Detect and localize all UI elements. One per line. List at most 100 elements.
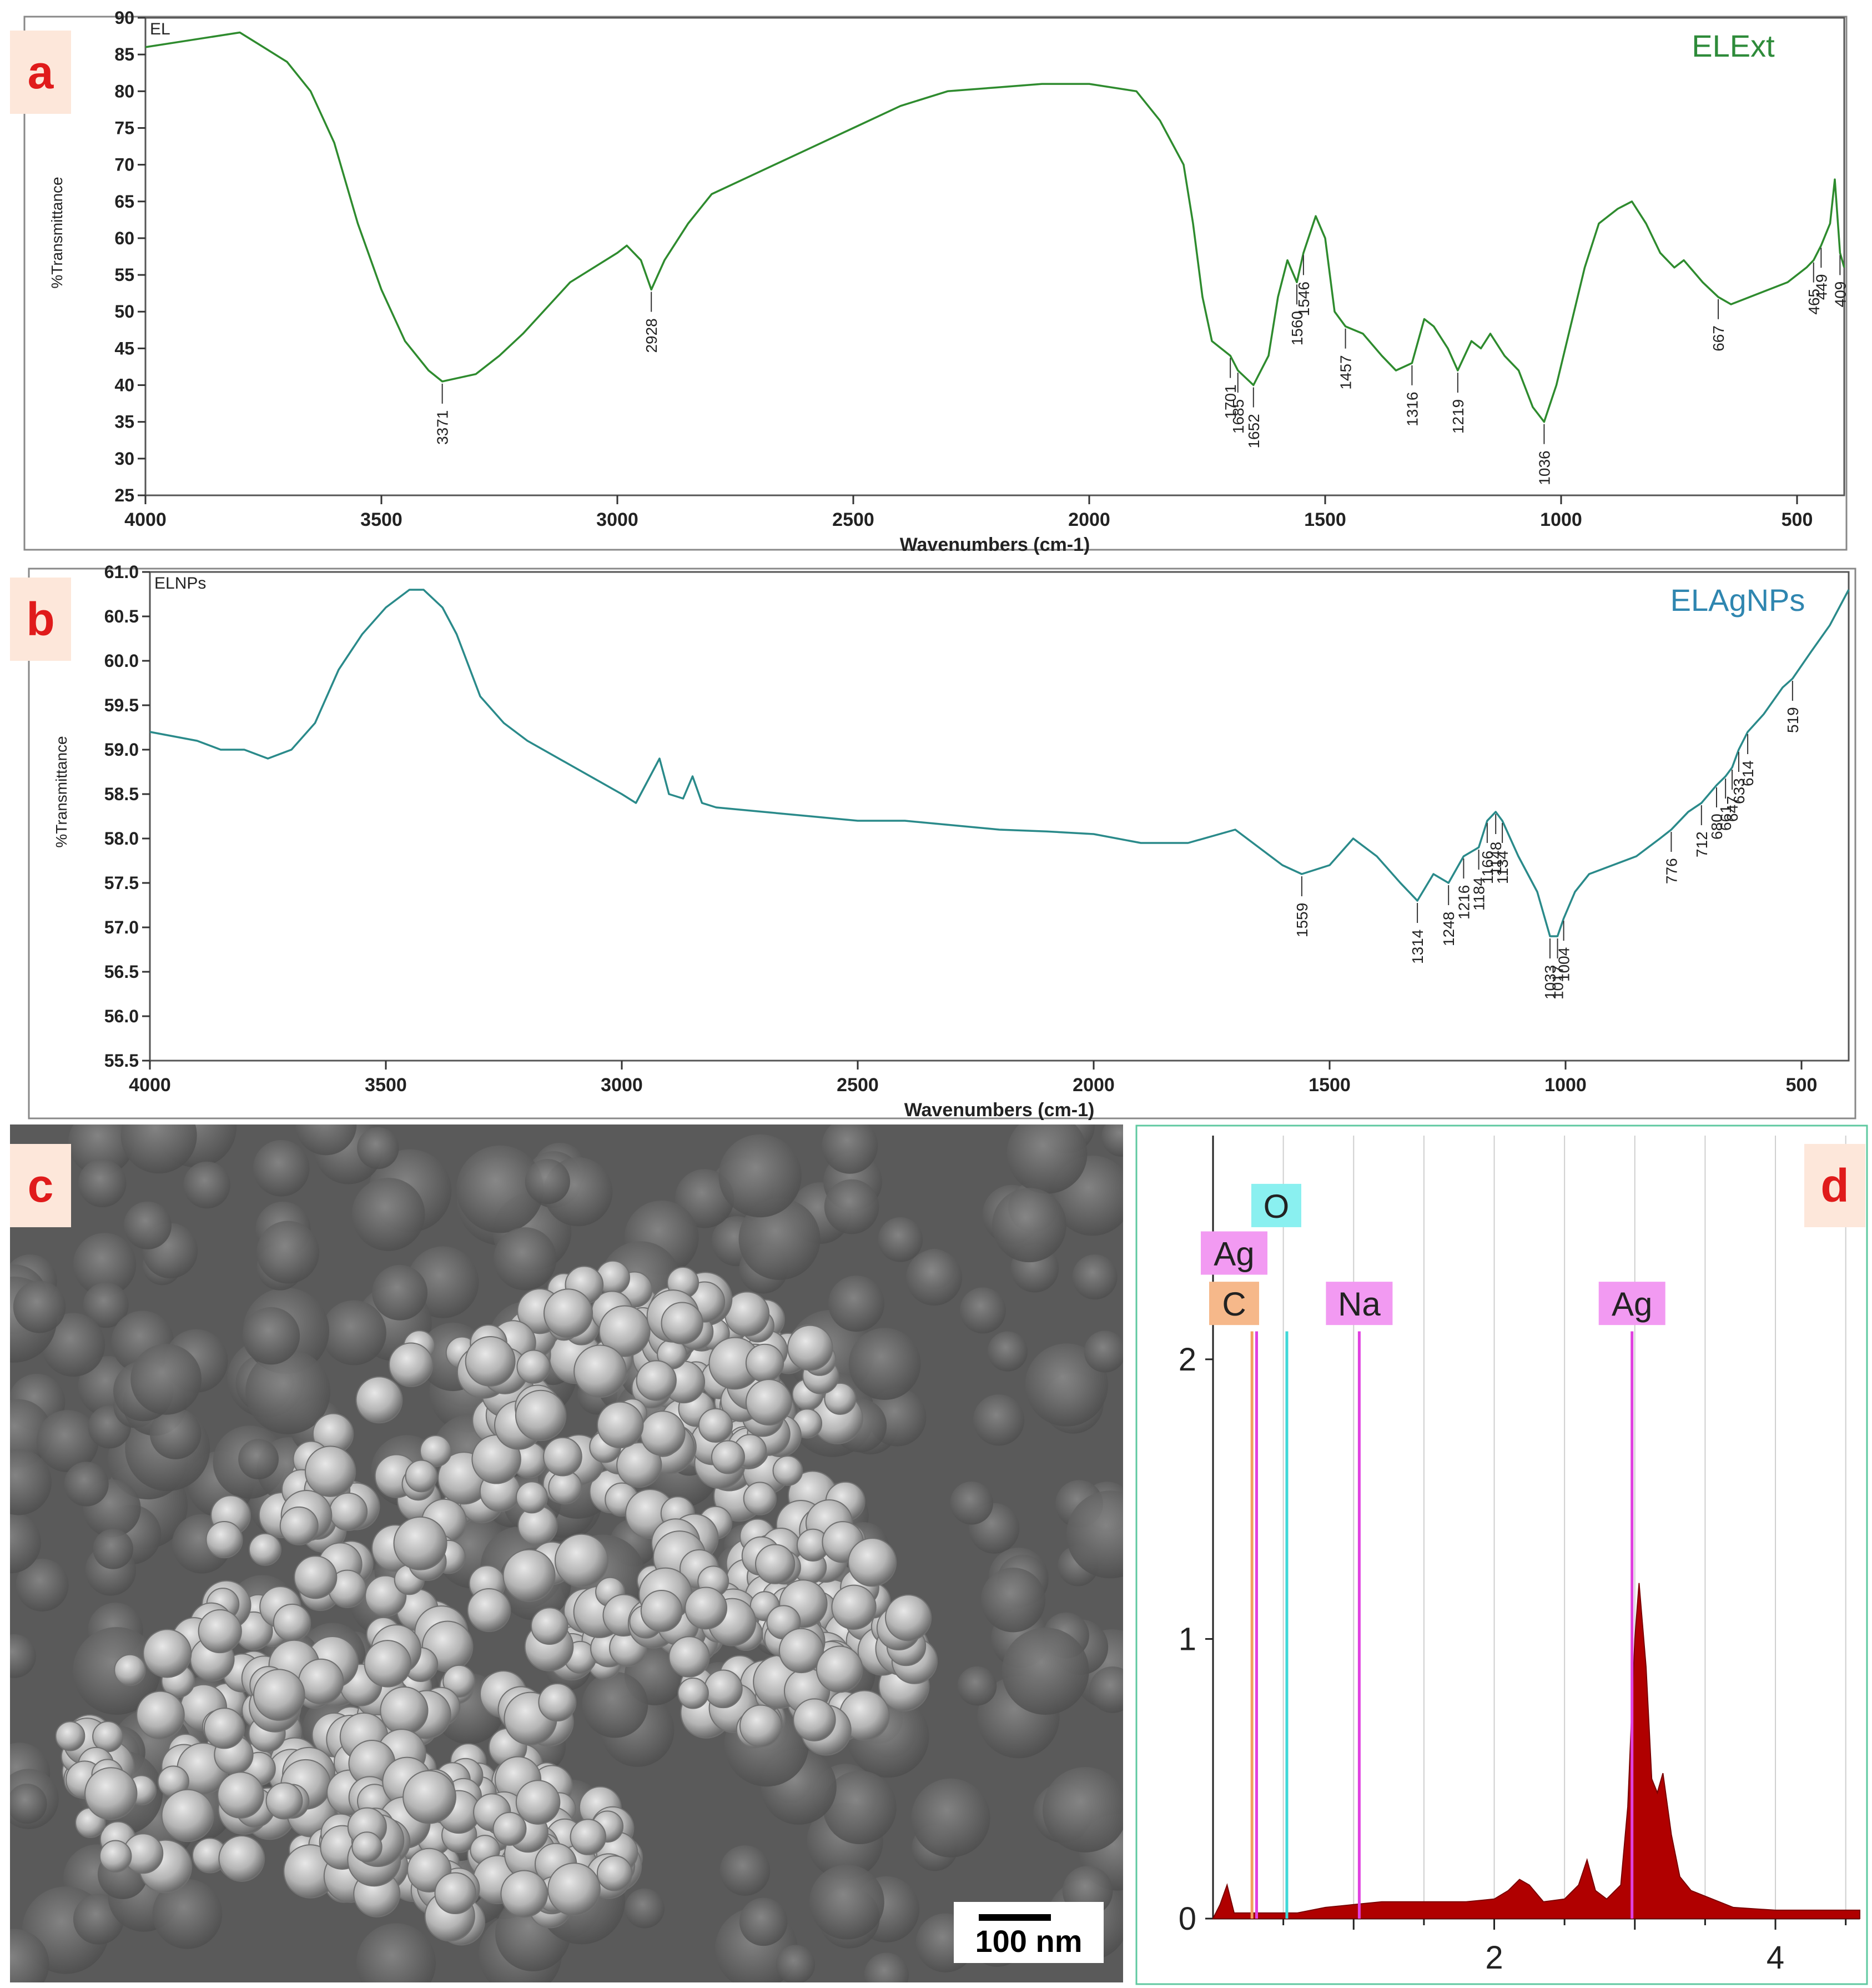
spectrum-line xyxy=(149,589,1850,937)
x-tick-label: 4000 xyxy=(129,1075,171,1096)
ftir-chart-b: 4000 3500 3000 2500 2000 1500 1000 500 55.5 56.0 5… xyxy=(28,562,1856,1121)
x-tick-label: 4000 xyxy=(124,509,167,530)
element-label: Ag xyxy=(1214,1236,1254,1273)
panel-b: 4000 3500 3000 2500 2000 1500 1000 500 55.5 56.0 5… xyxy=(0,555,1872,1122)
peak-label: 1004 xyxy=(1556,947,1573,982)
peak-label: 1316 xyxy=(1403,392,1421,426)
x-tick-label: 4 xyxy=(1767,1940,1784,1976)
peak-label: 1457 xyxy=(1337,355,1355,389)
peak-label: 647 xyxy=(1724,796,1741,822)
peak-label: 1166 xyxy=(1479,851,1496,884)
peak-label: 1033 xyxy=(1542,965,1559,1000)
peak-label: 1148 xyxy=(1487,842,1504,875)
x-tick-label: 3500 xyxy=(360,509,402,530)
y-tick-label: 57.5 xyxy=(104,873,139,893)
y-tick-label: 65 xyxy=(114,192,134,212)
y-axis-label: %Transmittance xyxy=(53,736,70,847)
panel-d-tag: d xyxy=(1804,1144,1865,1227)
sem-image: 100 nm xyxy=(0,1086,1156,1988)
peak-label: 519 xyxy=(1784,707,1801,733)
x-tick-label: 1000 xyxy=(1540,509,1582,530)
peak-label: 614 xyxy=(1739,760,1757,786)
peak-label: 667 xyxy=(1710,325,1727,352)
y-tick-label: 59.0 xyxy=(104,740,139,760)
x-tick-label: 3500 xyxy=(365,1075,407,1096)
y-tick-label: 35 xyxy=(114,412,134,432)
panel-c: 100 nm xyxy=(0,1086,1156,1988)
element-label-box xyxy=(1200,1231,1267,1275)
peak-label: 1134 xyxy=(1494,851,1511,884)
peak-label: 776 xyxy=(1663,858,1680,884)
y-tick-label: 45 xyxy=(114,338,134,358)
plot-area xyxy=(149,571,1850,1062)
series-label: ELAgNPs xyxy=(1670,583,1805,618)
y-tick-label: 50 xyxy=(114,302,134,322)
y-tick-label: 60 xyxy=(114,228,134,248)
peak-label: 1701 xyxy=(1222,384,1239,419)
peak-label: 1216 xyxy=(1455,885,1472,920)
peak-label: 680 xyxy=(1708,814,1725,840)
panel-c-tag: c xyxy=(10,1144,71,1227)
panel-frame xyxy=(28,568,1856,1119)
element-label-box xyxy=(1326,1282,1393,1326)
peak-label: 465 xyxy=(1805,289,1823,315)
y-tick-label: 60.0 xyxy=(104,651,139,671)
peak-label: 1652 xyxy=(1245,414,1262,448)
peak-label: 633 xyxy=(1730,778,1748,804)
scale-bar-label: 100 nm xyxy=(975,1924,1083,1959)
scale-bar-box xyxy=(954,1902,1104,1963)
element-label: C xyxy=(1222,1286,1246,1323)
peak-label: 449 xyxy=(1813,274,1830,300)
x-tick-label: 1500 xyxy=(1309,1075,1351,1096)
element-label-box xyxy=(1251,1183,1301,1227)
element-label: O xyxy=(1264,1188,1290,1225)
element-label-box xyxy=(1209,1282,1259,1326)
peak-label: 661 xyxy=(1717,805,1734,831)
x-tick-label: 1000 xyxy=(1544,1075,1587,1096)
y-tick-label: 57.0 xyxy=(104,917,139,937)
peak-label: 1184 xyxy=(1471,877,1488,911)
eds-chart: 0 1 2 2 4 O Ag C Na Ag xyxy=(1135,1124,1868,1985)
y-tick-label: 55.5 xyxy=(104,1051,139,1071)
x-axis-label: Wavenumbers (cm-1) xyxy=(900,534,1090,555)
x-tick-label: 2500 xyxy=(837,1075,879,1096)
peak-label: 1314 xyxy=(1409,930,1426,964)
spectrum-line xyxy=(145,31,1845,423)
y-tick-label: 59.5 xyxy=(104,695,139,715)
eds-spectrum xyxy=(1212,1583,1860,1919)
y-tick-label: 58.0 xyxy=(104,829,139,849)
panel-a-tag: a xyxy=(10,31,71,114)
peak-label: 1036 xyxy=(1536,450,1553,485)
y-tick-label: 58.5 xyxy=(104,784,139,804)
y-tick-label: 40 xyxy=(114,375,134,395)
peak-label: 1248 xyxy=(1440,912,1457,946)
x-tick-label: 3000 xyxy=(601,1075,643,1096)
peak-label: 1559 xyxy=(1294,903,1311,937)
panel-frame xyxy=(23,16,1848,551)
x-tick-label: 2 xyxy=(1485,1940,1503,1976)
y-tick-label: 56.0 xyxy=(104,1006,139,1026)
element-label-box xyxy=(1598,1282,1665,1326)
corner-label: EL xyxy=(150,20,170,38)
y-tick-label: 1 xyxy=(1179,1621,1196,1657)
x-tick-label: 2500 xyxy=(832,509,874,530)
y-tick-label: 61.0 xyxy=(104,562,139,582)
x-tick-label: 500 xyxy=(1782,509,1813,530)
y-tick-label: 0 xyxy=(1179,1901,1196,1937)
x-tick-label: 2000 xyxy=(1073,1075,1115,1096)
x-tick-label: 2000 xyxy=(1068,509,1110,530)
plot-area xyxy=(144,17,1845,496)
y-tick-label: 80 xyxy=(114,81,134,101)
y-tick-label: 56.5 xyxy=(104,962,139,982)
y-tick-label: 55 xyxy=(114,265,134,285)
element-label: Ag xyxy=(1612,1286,1652,1323)
series-label: ELExt xyxy=(1692,28,1775,63)
peak-label: 2928 xyxy=(643,318,660,353)
peak-label: 1546 xyxy=(1295,282,1312,316)
scale-bar xyxy=(979,1914,1051,1921)
corner-label: ELNPs xyxy=(154,574,206,593)
x-tick-label: 1500 xyxy=(1304,509,1346,530)
peak-label: 3371 xyxy=(434,410,451,445)
element-label: Na xyxy=(1338,1286,1381,1323)
y-tick-label: 85 xyxy=(114,44,134,64)
